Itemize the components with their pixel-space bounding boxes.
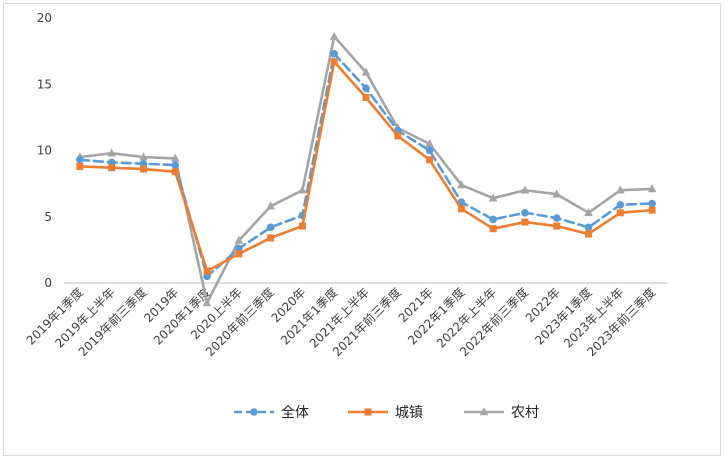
data-point bbox=[425, 146, 434, 155]
y-tick-label: 5 bbox=[44, 210, 52, 224]
data-point bbox=[426, 156, 434, 164]
data-point bbox=[139, 165, 147, 173]
data-point bbox=[584, 207, 593, 217]
series-layer bbox=[75, 31, 657, 307]
data-point bbox=[139, 152, 148, 161]
data-point bbox=[457, 180, 466, 189]
data-point bbox=[108, 164, 116, 172]
y-tick-label: 15 bbox=[37, 77, 52, 91]
series-1 bbox=[76, 58, 656, 275]
data-point bbox=[170, 153, 180, 162]
legend-label: 全体 bbox=[281, 404, 309, 421]
data-point bbox=[171, 168, 179, 176]
data-point bbox=[647, 184, 657, 193]
data-point bbox=[553, 222, 561, 230]
data-point bbox=[235, 250, 243, 258]
data-point bbox=[362, 84, 370, 93]
chart-frame bbox=[3, 3, 721, 456]
data-point bbox=[362, 94, 370, 101]
legend: 全体 城镇 农村 bbox=[234, 404, 539, 421]
data-point bbox=[329, 31, 339, 40]
data-point bbox=[616, 209, 624, 217]
data-point bbox=[330, 49, 339, 58]
data-point bbox=[520, 185, 530, 194]
data-point bbox=[616, 185, 625, 194]
data-point bbox=[234, 235, 244, 244]
data-point bbox=[361, 67, 371, 76]
y-tick-label: 0 bbox=[44, 276, 52, 290]
data-point bbox=[298, 222, 306, 230]
legend-item: 农村 bbox=[464, 405, 539, 421]
data-point bbox=[489, 225, 497, 233]
data-point bbox=[76, 162, 84, 170]
data-point bbox=[552, 189, 562, 198]
data-point bbox=[479, 407, 489, 416]
data-point bbox=[648, 206, 656, 214]
data-point bbox=[584, 223, 593, 232]
data-point bbox=[394, 132, 402, 140]
data-point bbox=[250, 408, 258, 416]
legend-label: 城镇 bbox=[395, 405, 423, 421]
data-point bbox=[171, 161, 180, 169]
data-point bbox=[585, 230, 593, 238]
data-point bbox=[203, 267, 211, 275]
series-2 bbox=[75, 31, 657, 307]
data-point bbox=[202, 298, 212, 307]
data-point bbox=[364, 408, 372, 416]
data-point bbox=[521, 208, 529, 217]
legend-item: 城镇 bbox=[348, 405, 423, 421]
y-tick-label: 10 bbox=[37, 144, 52, 158]
data-point bbox=[267, 234, 275, 242]
data-point bbox=[330, 58, 338, 66]
y-tick-label: 20 bbox=[37, 11, 52, 25]
y-axis: 0 5 10 15 20 bbox=[37, 11, 52, 290]
data-point bbox=[488, 193, 498, 202]
legend-label: 农村 bbox=[511, 405, 539, 421]
data-point bbox=[648, 199, 656, 208]
data-point bbox=[489, 215, 497, 224]
data-point bbox=[521, 218, 529, 226]
data-point bbox=[76, 155, 84, 164]
data-point bbox=[457, 205, 465, 213]
data-point bbox=[298, 185, 307, 194]
data-point bbox=[616, 201, 625, 209]
data-point bbox=[266, 223, 275, 232]
data-point bbox=[425, 139, 434, 148]
data-point bbox=[107, 148, 116, 157]
legend-item: 全体 bbox=[234, 404, 309, 421]
data-point bbox=[266, 201, 275, 210]
data-point bbox=[552, 214, 561, 222]
